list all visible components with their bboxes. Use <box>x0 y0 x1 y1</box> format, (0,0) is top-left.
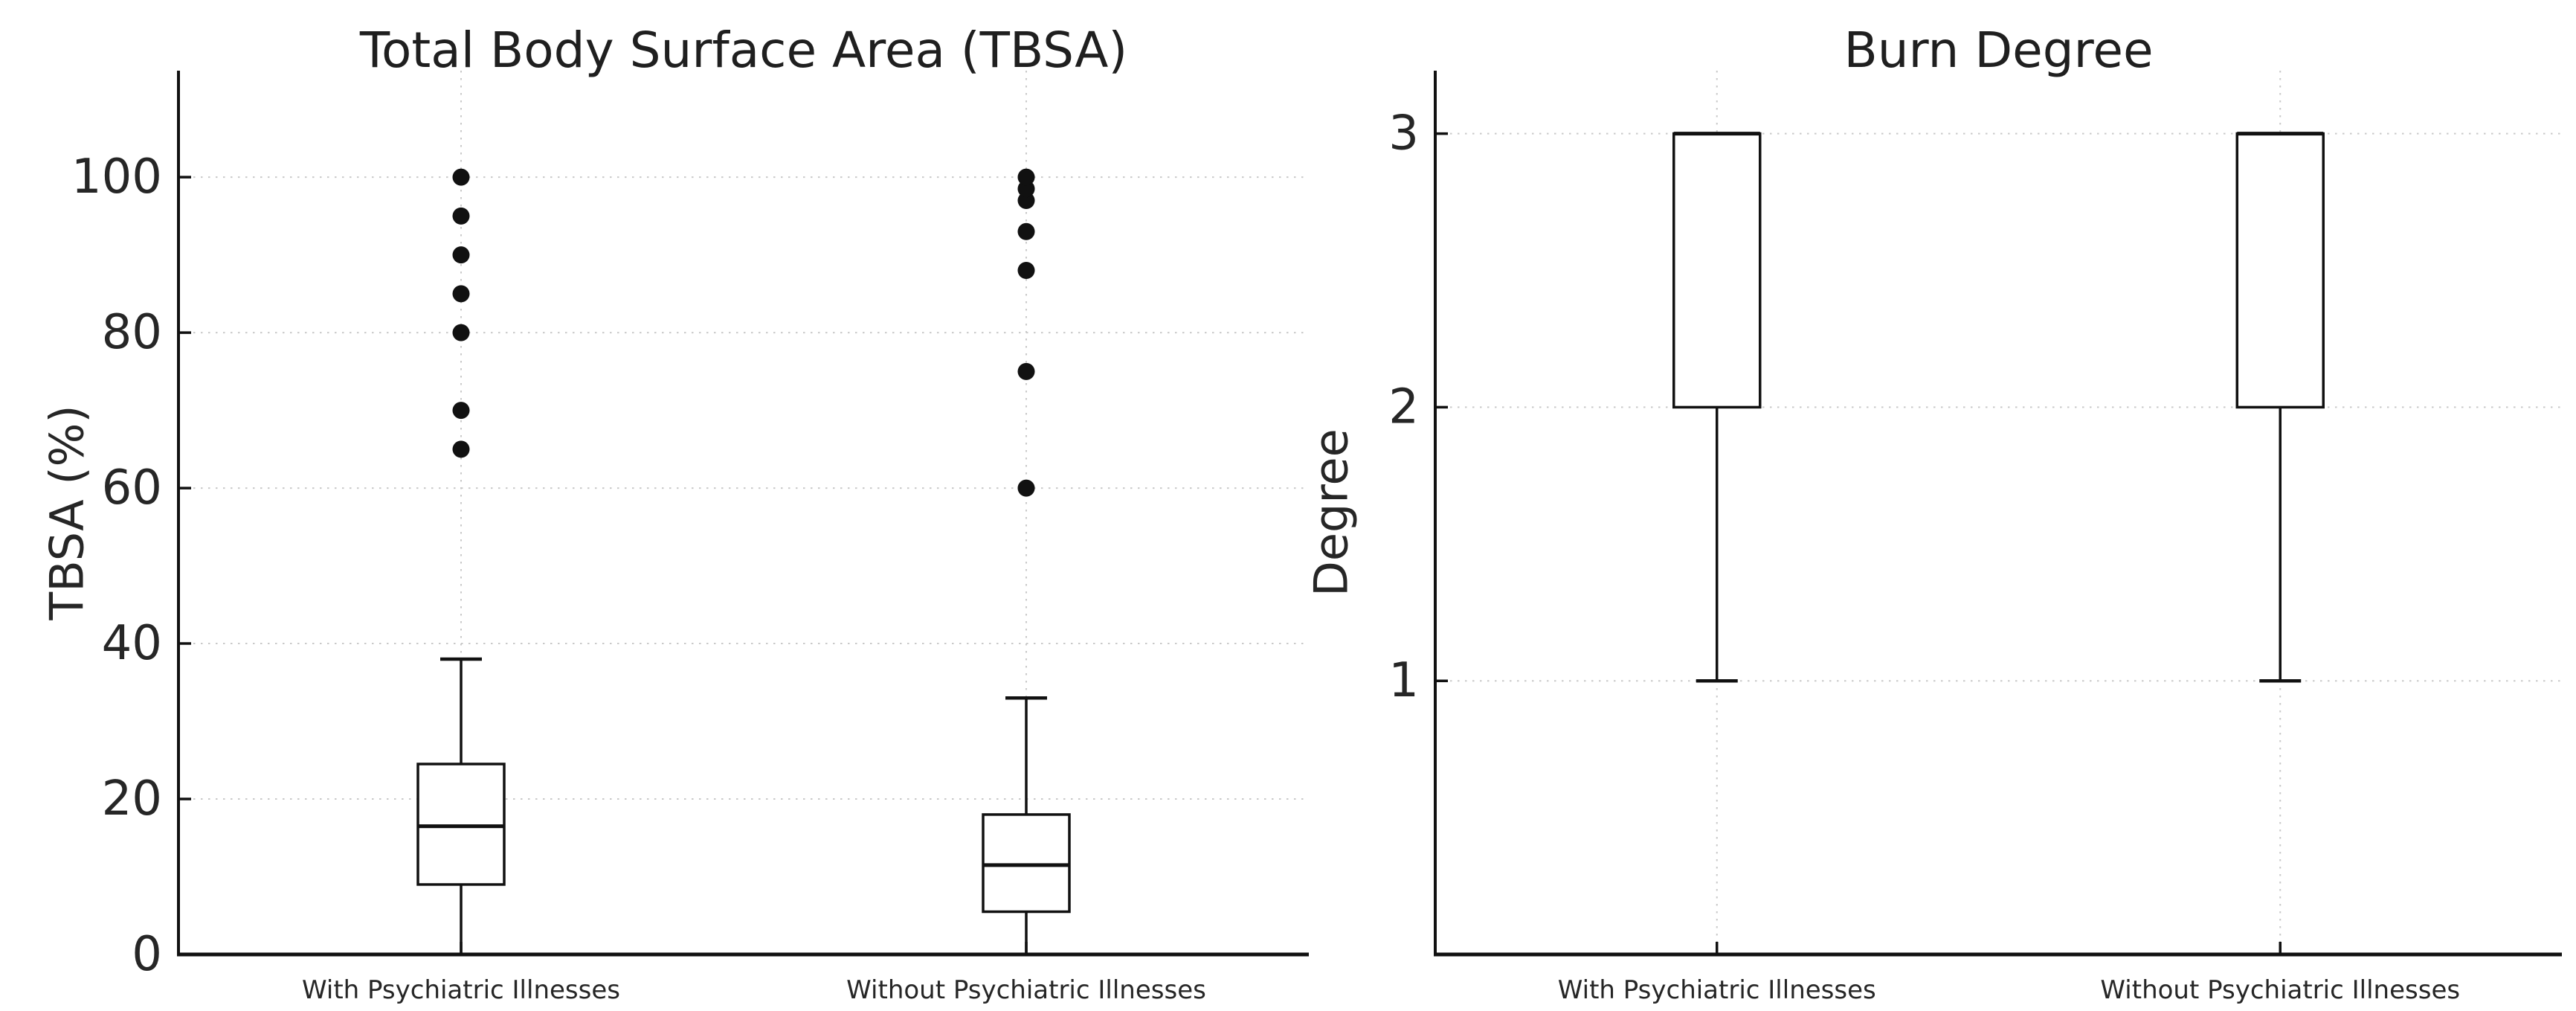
outlier-point <box>1017 168 1035 186</box>
outlier-point <box>452 440 470 458</box>
outlier-point <box>452 168 470 186</box>
y-axis-label: TBSA (%) <box>40 405 94 620</box>
outlier-point <box>1017 222 1035 240</box>
plot-title: Burn Degree <box>1844 22 2153 79</box>
x-tick-label: Without Psychiatric Illnesses <box>2100 975 2460 1005</box>
outlier-point <box>1017 479 1035 497</box>
outlier-point <box>452 246 470 264</box>
plot-title: Total Body Surface Area (TBSA) <box>359 22 1127 79</box>
y-tick-label: 1 <box>1388 653 1419 708</box>
x-tick-label: With Psychiatric Illnesses <box>302 975 620 1005</box>
x-tick-label: With Psychiatric Illnesses <box>1558 975 1876 1005</box>
box <box>1672 132 1762 409</box>
y-tick-label: 60 <box>102 460 162 516</box>
outlier-point <box>452 324 470 341</box>
y-tick-label: 100 <box>71 150 162 205</box>
outlier-point <box>452 402 470 420</box>
outlier-point <box>1017 362 1035 380</box>
x-tick-label: Without Psychiatric Illnesses <box>846 975 1206 1005</box>
y-tick-label: 0 <box>132 927 162 982</box>
outlier-point <box>452 285 470 303</box>
tbsa-subplot: 0 20 40 60 80 100 With Psychiatric Illnesses Wi… <box>40 22 1309 1005</box>
burn-degree-subplot: 1 2 3 With Psychiatric Illnesses Without Psy… <box>1304 22 2562 1005</box>
y-tick-label: 2 <box>1388 379 1419 434</box>
y-tick-label: 20 <box>102 771 162 827</box>
y-tick-label: 80 <box>102 305 162 360</box>
box <box>982 813 1071 914</box>
box <box>2235 132 2325 409</box>
outlier-point <box>1017 262 1035 280</box>
outlier-point <box>452 207 470 225</box>
y-axis-label: Degree <box>1304 429 1359 597</box>
y-tick-label: 3 <box>1388 106 1419 161</box>
y-tick-label: 40 <box>102 616 162 671</box>
box <box>416 763 506 886</box>
